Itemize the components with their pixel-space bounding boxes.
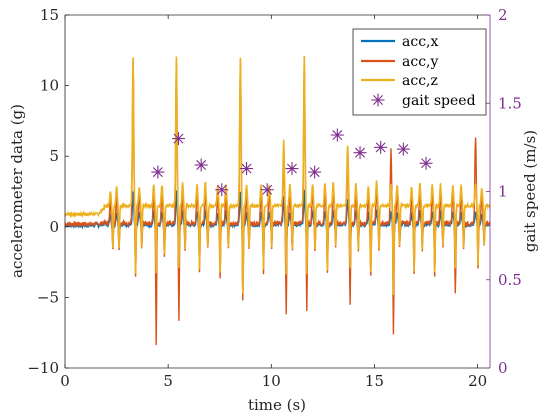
gait-speed-legend-marker — [371, 93, 385, 107]
x-tick-label: 0 — [60, 372, 70, 390]
y-right-tick-label: 1 — [498, 183, 508, 201]
gait-speed-point — [308, 165, 322, 179]
y-left-tick-label: −10 — [27, 359, 59, 377]
y-left-tick-label: 0 — [49, 218, 59, 236]
y-right-tick-label: 0 — [498, 359, 508, 377]
gait-speed-point — [330, 128, 344, 142]
y-right-tick-label: 2 — [498, 6, 508, 24]
legend-box — [352, 28, 487, 116]
gait-speed-point — [151, 165, 165, 179]
y-right-tick-label: 0.5 — [498, 271, 522, 289]
axes — [64, 14, 491, 369]
x-axis-label: time (s) — [248, 396, 306, 414]
legend-label-acc-x: acc,x — [402, 34, 438, 50]
legend: acc,x acc,y acc,z gait speed — [352, 28, 487, 116]
x-tick-label: 20 — [468, 372, 487, 390]
legend-label-gait-speed: gait speed — [402, 93, 476, 109]
series-line-acc-z — [65, 55, 490, 295]
y-right-tick-label: 1.5 — [498, 94, 522, 112]
gait-speed-point — [260, 183, 274, 197]
x-tick-label: 10 — [262, 372, 281, 390]
y-axis-right-label: gait speed (m/s) — [521, 130, 539, 252]
gait-speed-point — [374, 140, 388, 154]
gait-speed-point — [353, 146, 367, 160]
legend-label-acc-y: acc,y — [402, 54, 438, 70]
x-tick-label: 15 — [365, 372, 384, 390]
gait-speed-point — [396, 142, 410, 156]
gait-speed-markers — [151, 128, 433, 197]
gait-speed-point — [285, 162, 299, 176]
y-left-tick-label: 15 — [40, 6, 59, 24]
gait-speed-point — [240, 162, 254, 176]
series-layer — [65, 55, 490, 346]
gait-speed-point — [194, 158, 208, 172]
gait-speed-point — [171, 132, 185, 146]
y-axis-left-label: accelerometer data (g) — [8, 104, 26, 278]
y-left-tick-label: −5 — [37, 288, 59, 306]
x-tick-label: 5 — [163, 372, 173, 390]
y-left-tick-label: 10 — [40, 77, 59, 95]
ticks: 0 5 10 15 20 −10 −5 0 5 10 15 0 0.5 1 1.5 2 — [27, 6, 522, 390]
y-left-tick-label: 5 — [49, 147, 59, 165]
gait-speed-point — [419, 156, 433, 170]
legend-label-acc-z: acc,z — [402, 73, 438, 89]
gait-speed-point — [215, 183, 229, 197]
legend-swatch-gait-speed — [371, 93, 385, 107]
